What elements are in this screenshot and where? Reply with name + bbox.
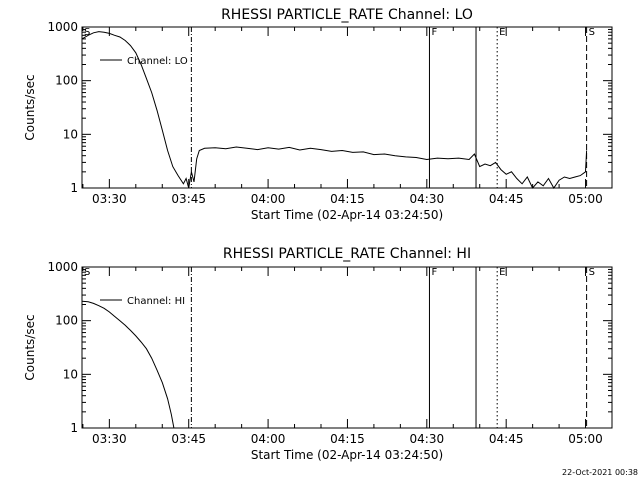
event-marker-label: F — [431, 27, 437, 38]
plot-frame — [81, 266, 613, 429]
x-tick-label: 04:00 — [251, 432, 286, 446]
chart-panel-1: RHESSI PARTICLE_RATE Channel: LO 03:30 03:… — [23, 7, 613, 222]
x-tick-label: 05:00 — [568, 432, 603, 446]
series-line — [81, 300, 175, 429]
event-marker-label: S — [84, 267, 90, 278]
y-tick-label: 10 — [63, 367, 78, 381]
chart-title: RHESSI PARTICLE_RATE Channel: HI — [223, 246, 471, 262]
x-tick-label: 03:30 — [92, 432, 127, 446]
y-axis-label: Counts/sec — [23, 74, 37, 140]
event-marker-label: F — [431, 267, 437, 278]
y-tick-label: 1000 — [47, 260, 78, 274]
x-tick-label: 05:00 — [568, 192, 603, 206]
y-tick-label: 1 — [70, 421, 78, 435]
plot-frame — [81, 26, 613, 189]
x-tick-label: 04:15 — [330, 192, 365, 206]
x-tick-label: 04:45 — [489, 432, 524, 446]
event-marker-label: S — [589, 267, 595, 278]
series-line — [81, 31, 588, 189]
y-tick-label: 100 — [55, 314, 78, 328]
legend-label: Channel: LO — [127, 56, 188, 67]
x-tick-label: 04:45 — [489, 192, 524, 206]
event-marker-label: S — [84, 27, 90, 38]
y-tick-label: 1000 — [47, 20, 78, 34]
y-tick-label: 10 — [63, 127, 78, 141]
event-marker-label: S — [589, 27, 595, 38]
x-axis-label: Start Time (02-Apr-14 03:24:50) — [251, 208, 443, 222]
x-tick-label: 03:30 — [92, 192, 127, 206]
y-tick-label: 1 — [70, 181, 78, 195]
x-tick-label: 04:15 — [330, 432, 365, 446]
event-marker-label: E — [499, 267, 505, 278]
footer-timestamp: 22-Oct-2021 00:38 — [562, 468, 638, 477]
x-tick-label: 03:45 — [171, 192, 206, 206]
x-tick-label: 04:30 — [410, 432, 445, 446]
event-marker-label: E — [499, 27, 505, 38]
y-tick-label: 100 — [55, 74, 78, 88]
x-tick-label: 04:00 — [251, 192, 286, 206]
y-axis-label: Counts/sec — [23, 314, 37, 380]
x-tick-label: 03:45 — [171, 432, 206, 446]
chart-panel-2: RHESSI PARTICLE_RATE Channel: HI 03:30 03:… — [23, 246, 613, 462]
x-axis-label: Start Time (02-Apr-14 03:24:50) — [251, 448, 443, 462]
chart-title: RHESSI PARTICLE_RATE Channel: LO — [221, 7, 473, 23]
x-tick-label: 04:30 — [410, 192, 445, 206]
legend-label: Channel: HI — [127, 296, 185, 307]
